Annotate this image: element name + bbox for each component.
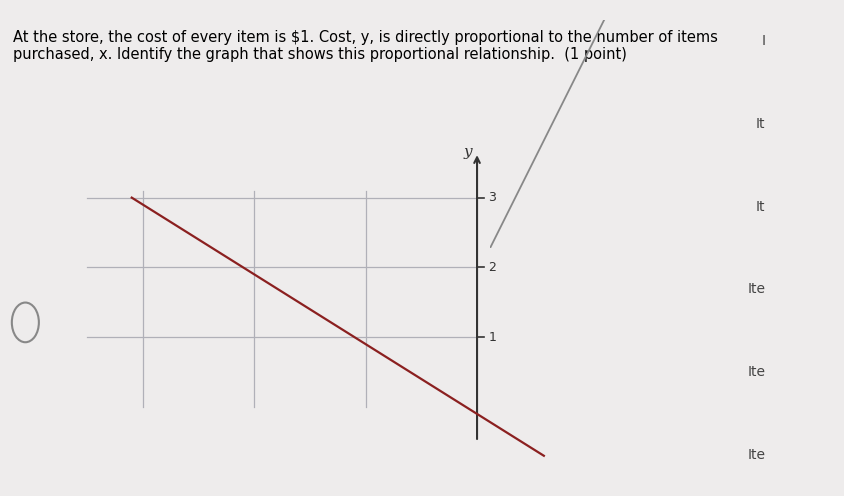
Text: 3: 3: [488, 191, 495, 204]
Text: It: It: [755, 200, 765, 214]
Text: 1: 1: [488, 331, 495, 344]
Text: Ite: Ite: [746, 448, 765, 462]
Text: At the store, the cost of every item is $1. Cost, y, is directly proportional to: At the store, the cost of every item is …: [13, 30, 717, 62]
Text: 2: 2: [488, 261, 495, 274]
Text: Ite: Ite: [746, 282, 765, 296]
Text: It: It: [755, 117, 765, 131]
Text: Ite: Ite: [746, 365, 765, 379]
Text: I: I: [760, 34, 765, 48]
Text: y: y: [463, 145, 472, 159]
